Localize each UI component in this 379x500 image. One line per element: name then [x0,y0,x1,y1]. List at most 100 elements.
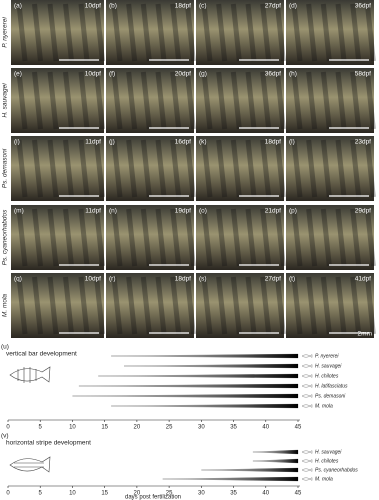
stripe [170,71,182,130]
stripe [78,139,90,198]
age-label: 23dpf [355,139,371,146]
panel-label: (t) [289,276,295,283]
stripe [16,208,28,267]
age-label: 18dpf [175,3,191,10]
stripe [63,71,74,130]
fish-glyph [301,459,313,463]
stripe [230,139,242,198]
stripe [216,276,228,335]
panel-label: (p) [289,208,297,215]
stripe [94,3,105,62]
stripe [32,3,43,62]
stripe [184,71,196,130]
stripe [230,71,242,130]
stripe [47,276,59,335]
x-tick-label: 15 [101,425,108,431]
stripe [306,3,318,62]
stripe [260,208,272,267]
species-label: Ps. cyaneorhabdos [2,209,9,265]
bar [252,458,299,464]
stripe [94,208,105,267]
bar [201,467,299,473]
stripe [47,139,59,198]
stripe [291,276,303,335]
species-label: M. mola [2,294,9,318]
stripe [291,71,303,130]
bar-label: M. mola [315,476,333,482]
age-label: 58dpf [355,71,371,78]
photo [286,68,374,133]
stripe [230,208,242,267]
stripe [47,71,59,130]
age-label: 16dpf [175,139,191,146]
stripe [306,139,318,198]
stripe [245,3,257,62]
panel-label: (i) [14,139,20,146]
scale-label: 2mm [358,331,372,338]
x-tick-label: 40 [262,425,269,431]
stripe [32,276,43,335]
bar [252,449,299,455]
stripe [335,139,347,198]
stripe [78,276,90,335]
stripe [350,208,362,267]
stripe [184,276,196,335]
species-label: H. sauvagei [2,83,9,118]
age-label: 21dpf [265,208,281,215]
x-tick-label: 5 [39,491,43,497]
photo [106,0,194,65]
stripe [63,276,74,335]
stripe [140,3,152,62]
age-label: 11dpf [85,139,101,146]
stripe [216,208,228,267]
panel-label: (c) [199,3,207,10]
age-label: 29dpf [355,208,371,215]
stripe [216,71,228,130]
stripe [184,3,196,62]
stripe [140,71,152,130]
stripe [94,276,105,335]
stripe [140,139,152,198]
panel-label: (a) [14,3,22,10]
stripe [126,71,138,130]
stripe [364,276,376,335]
panel-label: (h) [289,71,297,78]
x-tick-label: 0 [6,425,10,431]
stripe [201,139,213,198]
stripe [111,208,123,267]
stripe [184,139,196,198]
stripe [320,71,332,130]
bar-label: H. chilotes [315,458,339,464]
stripe [126,3,138,62]
stripe [111,276,123,335]
stripe [335,71,347,130]
stripe [320,276,332,335]
bar-label: M. mola [315,403,333,409]
panel-label: (q) [14,276,22,283]
bar [123,363,299,369]
stripe [291,208,303,267]
stripe [350,276,362,335]
age-label: 36dpf [265,71,281,78]
stripe [140,208,152,267]
stripe [140,276,152,335]
x-tick-label: 40 [262,491,269,497]
photo [11,136,104,201]
panel-label: (l) [289,139,295,146]
panel-label: (v) [1,433,9,440]
age-label: 20dpf [175,71,191,78]
stripe [94,139,105,198]
panel-label: (m) [14,208,24,215]
stripe [350,71,362,130]
photo [286,136,374,201]
stripe [170,208,182,267]
stripe [155,139,167,198]
stripe [274,276,286,335]
fish-glyph [301,450,313,454]
stripe [16,139,28,198]
bar-label: H. chilotes [315,373,339,379]
age-label: 36dpf [355,3,371,10]
x-tick-label: 45 [295,425,302,431]
x-tick-label: 10 [69,491,76,497]
